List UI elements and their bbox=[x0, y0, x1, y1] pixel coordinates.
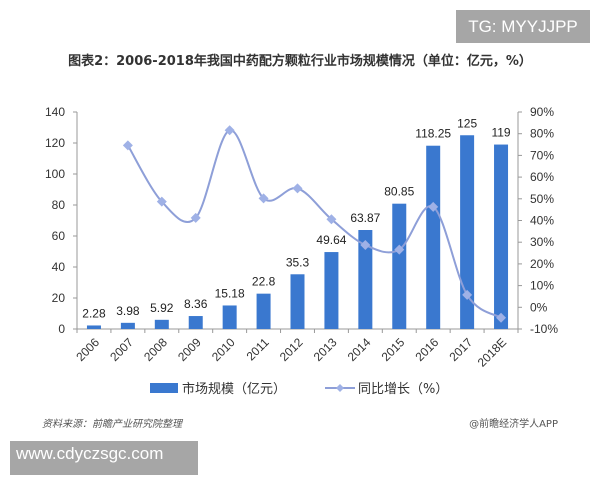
x-tick-label: 2013 bbox=[311, 335, 340, 364]
x-tick-label: 2012 bbox=[277, 335, 306, 364]
source-note: 资料来源：前瞻产业研究院整理 bbox=[42, 419, 182, 430]
right-tick-label: 40% bbox=[530, 214, 554, 228]
right-tick-label: -10% bbox=[530, 322, 558, 336]
right-tick-label: 30% bbox=[530, 235, 554, 249]
growth-marker bbox=[190, 212, 201, 223]
right-tick-label: 80% bbox=[530, 127, 554, 141]
bar-data-label: 2.28 bbox=[82, 306, 106, 320]
legend-line-label: 同比增长（%） bbox=[358, 382, 448, 397]
bar-data-label: 118.25 bbox=[415, 127, 451, 141]
bar bbox=[426, 145, 441, 329]
bar bbox=[494, 144, 509, 329]
growth-marker bbox=[224, 125, 235, 136]
bar-data-label: 119 bbox=[491, 126, 510, 140]
left-tick-label: 0 bbox=[58, 322, 65, 336]
bar-data-label: 8.36 bbox=[184, 297, 208, 311]
left-tick-label: 80 bbox=[52, 198, 66, 212]
x-tick-label: 2006 bbox=[73, 335, 102, 364]
bar-data-label: 22.8 bbox=[252, 275, 276, 289]
bar bbox=[256, 293, 271, 329]
bar-data-label: 49.64 bbox=[316, 233, 346, 247]
bar-data-label: 35.3 bbox=[286, 255, 310, 269]
growth-marker bbox=[156, 196, 167, 207]
left-tick-label: 100 bbox=[45, 167, 65, 181]
bar bbox=[154, 319, 169, 329]
growth-marker bbox=[360, 240, 371, 251]
x-tick-label: 2016 bbox=[413, 335, 442, 364]
legend-bar-label: 市场规模（亿元） bbox=[182, 381, 286, 397]
right-tick-label: 50% bbox=[530, 192, 554, 206]
bar bbox=[392, 203, 407, 329]
left-tick-label: 20 bbox=[52, 291, 66, 305]
bar bbox=[358, 230, 373, 329]
right-tick-label: 10% bbox=[530, 279, 554, 293]
growth-marker bbox=[326, 214, 337, 225]
bar-data-label: 15.18 bbox=[215, 286, 245, 300]
growth-marker bbox=[462, 289, 473, 300]
bar-data-label: 3.98 bbox=[116, 304, 140, 318]
right-tick-label: 70% bbox=[530, 148, 554, 162]
left-tick-label: 60 bbox=[52, 229, 66, 243]
legend-bar-swatch bbox=[150, 383, 178, 393]
right-tick-label: 90% bbox=[530, 105, 554, 119]
bar bbox=[460, 135, 475, 329]
growth-marker bbox=[394, 244, 405, 255]
left-tick-label: 120 bbox=[45, 136, 65, 150]
x-tick-label: 2008 bbox=[141, 335, 170, 364]
left-tick-label: 40 bbox=[52, 260, 66, 274]
growth-marker bbox=[292, 183, 303, 194]
bar bbox=[86, 325, 101, 329]
x-tick-label: 2015 bbox=[379, 335, 408, 364]
bar-data-label: 5.92 bbox=[150, 301, 174, 315]
watermark-bottom: www.cdyczsgc.com bbox=[10, 441, 198, 475]
x-tick-label: 2017 bbox=[446, 335, 475, 364]
bar-data-label: 80.85 bbox=[384, 185, 414, 199]
chart-title: 图表2：2006-2018年我国中药配方颗粒行业市场规模情况（单位：亿元，%） bbox=[68, 54, 532, 69]
watermark-top: TG: MYYJJPP bbox=[456, 10, 590, 43]
growth-marker bbox=[258, 193, 269, 204]
bar bbox=[290, 274, 305, 329]
growth-marker bbox=[428, 201, 439, 212]
growth-marker bbox=[496, 312, 507, 323]
x-tick-label: 2014 bbox=[345, 335, 374, 364]
credit-note: @前瞻经济学人APP bbox=[469, 419, 558, 430]
bar bbox=[120, 322, 135, 329]
right-tick-label: 60% bbox=[530, 170, 554, 184]
x-tick-label: 2009 bbox=[175, 335, 204, 364]
legend-line-marker bbox=[336, 384, 344, 392]
bar bbox=[188, 316, 203, 329]
x-tick-label: 2011 bbox=[244, 335, 272, 363]
left-tick-label: 140 bbox=[45, 105, 65, 119]
x-tick-label: 2018E bbox=[475, 335, 509, 369]
right-tick-label: 0% bbox=[530, 300, 548, 314]
bar bbox=[324, 252, 339, 329]
bar-data-label: 63.87 bbox=[350, 211, 380, 225]
x-tick-label: 2010 bbox=[209, 335, 238, 364]
right-tick-label: 20% bbox=[530, 257, 554, 271]
bar bbox=[222, 305, 237, 329]
x-tick-label: 2007 bbox=[107, 335, 136, 364]
growth-marker bbox=[122, 140, 133, 151]
bar-data-label: 125 bbox=[457, 116, 477, 130]
growth-line bbox=[127, 129, 502, 319]
